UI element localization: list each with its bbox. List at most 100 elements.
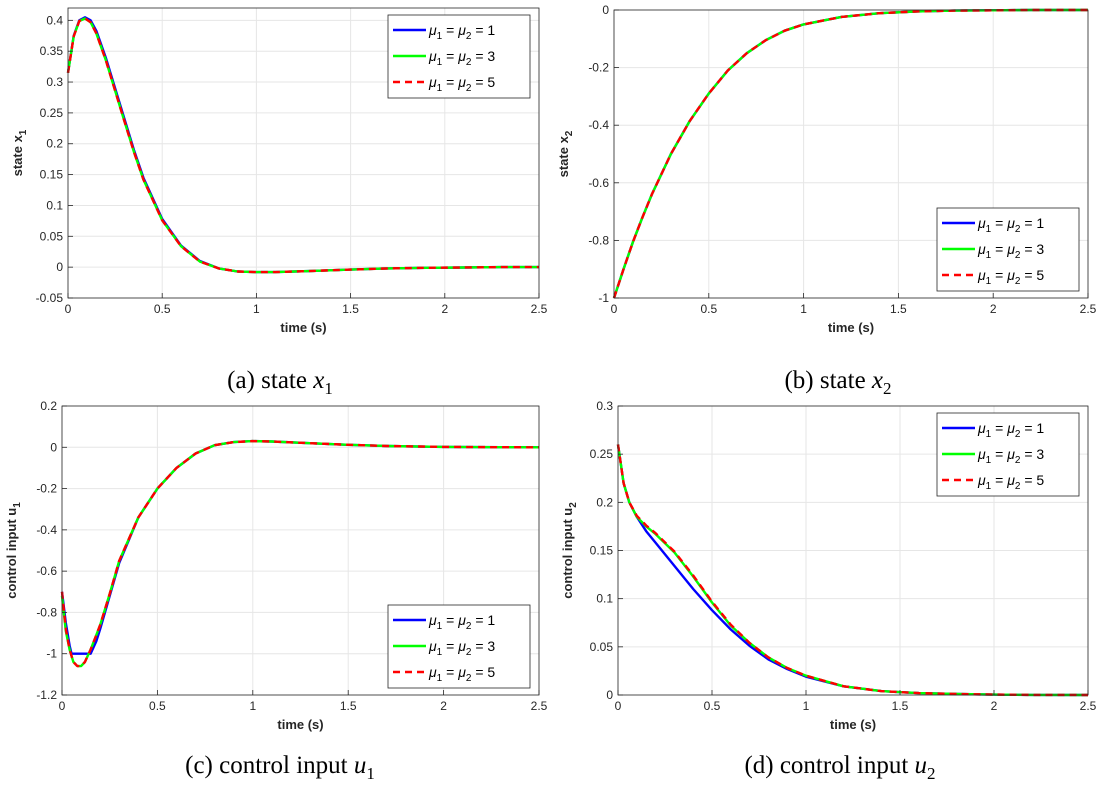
panel-caption: (c) control input u1	[185, 752, 375, 783]
legend-label-3: μ1 = μ2 = 5	[428, 664, 495, 684]
legend-label-1: μ1 = μ2 = 1	[977, 420, 1044, 440]
y-tick-label: 0.25	[40, 106, 64, 120]
y-tick-label: -0.2	[588, 61, 609, 75]
y-tick-label: 0.1	[46, 198, 63, 212]
x-tick-label: 2	[990, 302, 997, 316]
x-tick-label: 2.5	[1080, 302, 1097, 316]
legend: μ1 = μ2 = 1 μ1 = μ2 = 3 μ1 = μ2 = 5	[387, 14, 531, 99]
legend: μ1 = μ2 = 1 μ1 = μ2 = 3 μ1 = μ2 = 5	[936, 412, 1080, 497]
x-tick-label: 0.5	[700, 302, 717, 316]
legend: μ1 = μ2 = 1 μ1 = μ2 = 3 μ1 = μ2 = 5	[387, 604, 531, 689]
y-axis-label: state x2	[556, 130, 575, 177]
series-line-3	[66, 17, 539, 274]
caption-var: x	[871, 367, 883, 394]
series-line-3	[612, 8, 1088, 299]
panel-a: 0 0.5 1 1.5 2 2.5-0.0500.050.10.150.20.250.30…	[10, 7, 548, 398]
x-tick-label: 0	[611, 302, 618, 316]
y-axis-label: state x1	[10, 129, 29, 176]
caption-sub: 2	[883, 379, 892, 398]
y-tick-label: -0.4	[588, 118, 609, 132]
y-tick-label: 0.05	[590, 640, 614, 654]
y-axis-label-main: state x	[556, 135, 571, 177]
caption-sub: 1	[324, 379, 333, 398]
caption-sub: 2	[927, 764, 936, 783]
x-axis-label: time (s)	[830, 717, 876, 732]
caption-var: u	[354, 752, 367, 779]
y-tick-label: 0.2	[596, 495, 613, 509]
x-tick-label: 1	[800, 302, 807, 316]
y-tick-label: 0	[50, 440, 57, 454]
x-tick-label: 1.5	[340, 699, 357, 713]
y-tick-label: 0	[56, 260, 63, 274]
axes-box	[613, 9, 1089, 299]
x-tick-label: 0.5	[154, 302, 171, 316]
y-tick-label: 0.2	[40, 399, 57, 413]
y-tick-label: 0.15	[590, 544, 614, 558]
caption-prefix: (c) control input	[185, 752, 354, 779]
axes-box	[67, 7, 540, 299]
y-axis-label: control input u1	[4, 502, 23, 599]
legend: μ1 = μ2 = 1 μ1 = μ2 = 3 μ1 = μ2 = 5	[936, 207, 1080, 292]
x-axis-label: time (s)	[277, 717, 323, 732]
x-tick-label: 0	[59, 699, 66, 713]
y-tick-label: 0.3	[596, 399, 613, 413]
x-tick-label: 1	[249, 699, 256, 713]
x-tick-label: 2.5	[531, 699, 548, 713]
legend-label-1: μ1 = μ2 = 1	[977, 215, 1044, 235]
y-axis-label-sub: 2	[564, 130, 575, 136]
x-tick-label: 1.5	[892, 699, 909, 713]
axes-box	[61, 405, 540, 696]
caption-sub: 1	[366, 764, 375, 783]
legend-label-2: μ1 = μ2 = 3	[428, 638, 495, 658]
y-axis-label-main: control input u	[4, 508, 19, 599]
y-axis-label: control input u2	[560, 502, 579, 599]
y-tick-label: -1	[598, 291, 609, 305]
y-tick-label: 0.3	[46, 75, 63, 89]
y-tick-label: 0.05	[40, 229, 64, 243]
caption-var: x	[312, 367, 324, 394]
x-tick-label: 0	[615, 699, 622, 713]
y-tick-label: -0.8	[36, 605, 57, 619]
y-tick-label: -0.6	[588, 176, 609, 190]
y-axis-label-sub: 2	[568, 502, 579, 508]
x-tick-label: 2.5	[531, 302, 548, 316]
panel-caption: (a) state x1	[227, 367, 333, 398]
panel-b: 0 0.5 1 1.5 2 2.5 -1 -0.8 -0.6 -0.4 -0.2 0 time (s) s…	[556, 3, 1097, 398]
x-tick-label: 0	[65, 302, 72, 316]
y-tick-label: 0.25	[590, 447, 614, 461]
caption-prefix: (a) state	[227, 367, 313, 394]
x-tick-label: 1	[803, 699, 810, 713]
y-axis-label-sub: 1	[18, 129, 29, 135]
y-axis-label-main: state x	[10, 134, 25, 176]
series-line-3	[60, 439, 540, 668]
x-tick-label: 2.5	[1080, 699, 1097, 713]
x-tick-label: 1.5	[342, 302, 359, 316]
legend-label-2: μ1 = μ2 = 3	[428, 48, 495, 68]
panel-caption: (b) state x2	[784, 367, 891, 398]
y-tick-label: 0.4	[46, 13, 63, 27]
y-tick-label: 0	[602, 3, 609, 17]
x-tick-label: 0.5	[149, 699, 166, 713]
y-tick-label: -1	[46, 647, 57, 661]
y-tick-label: -1.2	[36, 688, 57, 702]
legend-label-2: μ1 = μ2 = 3	[977, 446, 1044, 466]
y-tick-label: 0.35	[40, 44, 64, 58]
panel-d: 0 0.5 1 1.5 2 2.5 0 0.05 0.1 0.15 0.2 0.25 0.3 time (…	[560, 399, 1097, 783]
panel-c: 0 0.5 1 1.5 2 2.5 -1.2 -1 -0.8 -0.6 -0.4 -0.2 0 0.2 ti…	[4, 399, 548, 783]
legend-label-3: μ1 = μ2 = 5	[977, 472, 1044, 492]
legend-label-3: μ1 = μ2 = 5	[428, 74, 495, 94]
y-tick-label: -0.2	[36, 482, 57, 496]
y-tick-label: 0.2	[46, 137, 63, 151]
x-axis-label: time (s)	[280, 320, 326, 335]
x-tick-label: 2	[441, 302, 448, 316]
y-tick-label: -0.6	[36, 564, 57, 578]
y-tick-label: 0.1	[596, 592, 613, 606]
x-tick-label: 1.5	[890, 302, 907, 316]
legend-label-1: μ1 = μ2 = 1	[428, 612, 495, 632]
y-tick-label: -0.8	[588, 233, 609, 247]
x-axis-label: time (s)	[828, 320, 874, 335]
x-tick-label: 2	[440, 699, 447, 713]
y-tick-label: 0.15	[40, 168, 64, 182]
caption-prefix: (d) control input	[744, 752, 914, 779]
